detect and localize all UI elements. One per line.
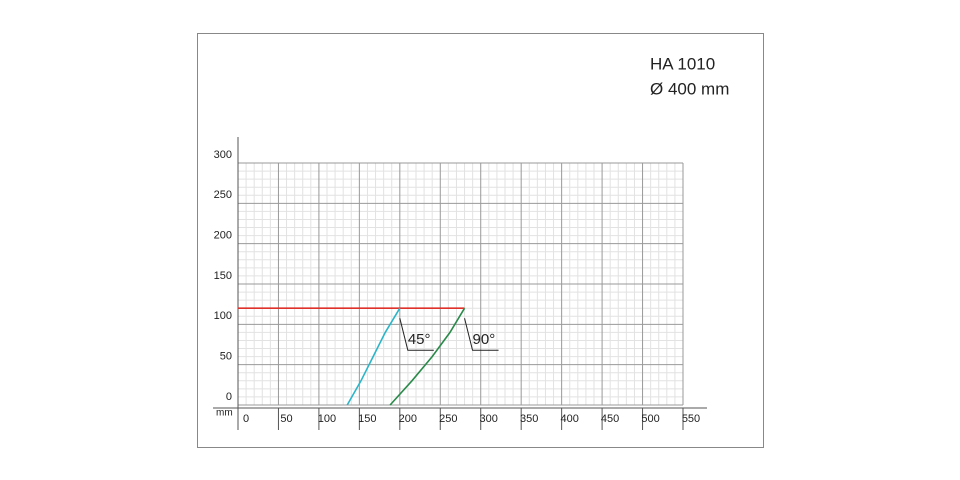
x-tick-label: 500: [641, 413, 659, 425]
y-tick-label: 250: [214, 189, 232, 201]
frame: [197, 33, 764, 448]
x-axis-label: mm: [216, 408, 233, 419]
x-tick-label: 550: [682, 413, 700, 425]
line: [346, 307, 401, 406]
x-tick-label: 350: [520, 413, 538, 425]
x-tick-label: 150: [358, 413, 376, 425]
x-tick-label: 0: [243, 413, 249, 425]
y-tick-label: 300: [214, 149, 232, 161]
y-tick-label: 0: [226, 391, 232, 403]
x-tick-label: 400: [560, 413, 578, 425]
x-tick-label: 250: [439, 413, 457, 425]
x-tick-label: 100: [318, 413, 336, 425]
y-tick-label: 50: [220, 351, 232, 363]
y-tick-label: 150: [214, 270, 232, 282]
annotation: 90°: [473, 331, 496, 348]
x-tick-label: 200: [399, 413, 417, 425]
leader-line: [464, 318, 499, 351]
y-tick-label: 200: [214, 230, 232, 242]
chart-subtitle: Ø 400 mm: [650, 79, 729, 98]
annotation: 45°: [408, 331, 431, 348]
x-tick-label: 50: [280, 413, 292, 425]
y-tick-label: 100: [214, 310, 232, 322]
leader-line: [399, 318, 434, 351]
line: [389, 307, 466, 406]
x-tick-label: 450: [601, 413, 619, 425]
x-tick-label: 300: [480, 413, 498, 425]
chart-title: HA 1010: [650, 54, 715, 73]
